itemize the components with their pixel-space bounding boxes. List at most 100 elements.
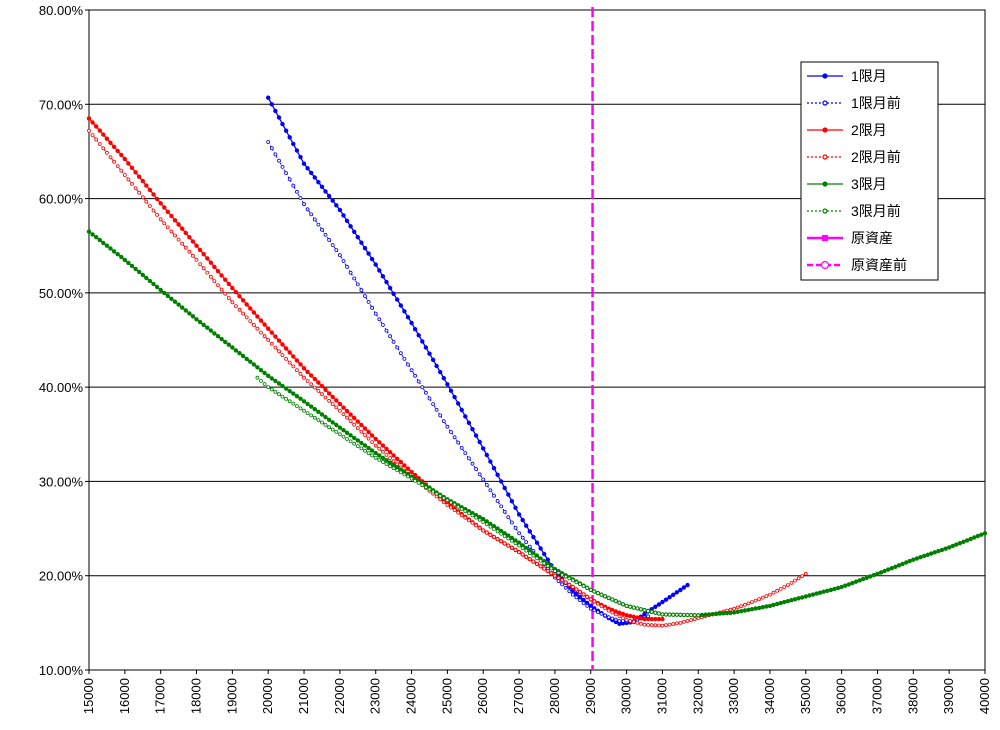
data-point xyxy=(248,359,253,364)
legend-item: 原資産 xyxy=(807,230,893,246)
data-point xyxy=(320,392,324,397)
data-point xyxy=(183,230,188,236)
data-point xyxy=(502,485,507,491)
legend-swatch-marker xyxy=(820,260,830,270)
data-point xyxy=(524,540,529,544)
data-point xyxy=(122,173,127,177)
data-point xyxy=(348,433,353,438)
data-point xyxy=(352,435,357,441)
data-point xyxy=(961,539,966,544)
data-point xyxy=(115,164,120,169)
data-point xyxy=(921,553,927,559)
data-point xyxy=(183,245,188,250)
legend-label: 原資産前 xyxy=(851,257,907,273)
data-point xyxy=(165,209,170,214)
data-point xyxy=(316,409,321,414)
data-point xyxy=(782,599,787,605)
data-point xyxy=(646,623,650,627)
data-point xyxy=(377,317,382,322)
data-point xyxy=(635,615,640,620)
data-point xyxy=(592,599,597,604)
data-point xyxy=(957,541,963,546)
x-tick-label: 16000 xyxy=(117,678,132,714)
data-point xyxy=(240,353,246,359)
data-point xyxy=(172,218,178,223)
data-point xyxy=(524,523,529,528)
data-point xyxy=(323,387,328,392)
data-point xyxy=(312,217,317,222)
data-point xyxy=(316,222,321,227)
data-point xyxy=(850,580,855,586)
data-point xyxy=(136,269,142,275)
data-point xyxy=(979,532,984,537)
data-point xyxy=(545,557,550,562)
data-point xyxy=(398,303,403,308)
data-point xyxy=(517,550,521,554)
data-point xyxy=(112,159,116,164)
data-point xyxy=(449,430,453,434)
legend-label: 3限月 xyxy=(851,176,887,192)
series-3 xyxy=(86,116,665,622)
data-point xyxy=(596,601,600,606)
data-point xyxy=(251,362,257,367)
data-point xyxy=(642,616,647,622)
data-point xyxy=(667,612,672,617)
data-point xyxy=(793,578,797,583)
data-point xyxy=(212,279,217,284)
data-point xyxy=(509,499,515,504)
data-point xyxy=(262,370,267,376)
data-point xyxy=(284,356,289,361)
data-point xyxy=(291,141,296,147)
data-point xyxy=(345,415,349,420)
data-point xyxy=(786,583,790,587)
data-point xyxy=(108,246,113,251)
data-point xyxy=(656,616,662,622)
data-point xyxy=(373,436,378,442)
data-point xyxy=(918,555,923,560)
data-point xyxy=(233,348,239,353)
data-point xyxy=(355,234,360,240)
data-point xyxy=(384,279,389,285)
data-point xyxy=(387,285,393,291)
data-point xyxy=(294,148,300,153)
data-point xyxy=(893,564,898,569)
data-point xyxy=(380,455,386,461)
data-point xyxy=(344,430,350,435)
data-point xyxy=(280,383,285,389)
data-point xyxy=(542,551,547,557)
data-point xyxy=(298,406,303,411)
data-point xyxy=(438,413,443,418)
data-point xyxy=(309,170,314,176)
data-point xyxy=(122,257,127,263)
data-point xyxy=(380,460,385,464)
x-tick-label: 33000 xyxy=(726,678,741,714)
data-point xyxy=(305,379,310,383)
data-point xyxy=(301,161,307,166)
x-tick-label: 25000 xyxy=(439,678,454,714)
data-point xyxy=(355,426,360,431)
data-point xyxy=(237,307,242,312)
data-point xyxy=(642,622,647,627)
data-point xyxy=(646,609,650,613)
data-point xyxy=(470,513,475,518)
data-point xyxy=(964,538,970,543)
data-point xyxy=(631,605,636,610)
data-point xyxy=(434,491,439,496)
data-point xyxy=(201,266,206,271)
data-point xyxy=(162,221,167,226)
data-point xyxy=(93,124,99,129)
data-point xyxy=(298,371,303,376)
data-point xyxy=(603,594,607,599)
data-point xyxy=(853,579,859,584)
data-point xyxy=(373,450,378,456)
data-point xyxy=(678,587,683,593)
data-point xyxy=(491,466,497,471)
data-point xyxy=(445,382,450,387)
data-point xyxy=(151,208,156,213)
data-point xyxy=(402,309,407,314)
data-point xyxy=(233,290,239,295)
data-point xyxy=(796,576,801,581)
series-6 xyxy=(255,375,701,618)
data-point xyxy=(886,567,891,572)
